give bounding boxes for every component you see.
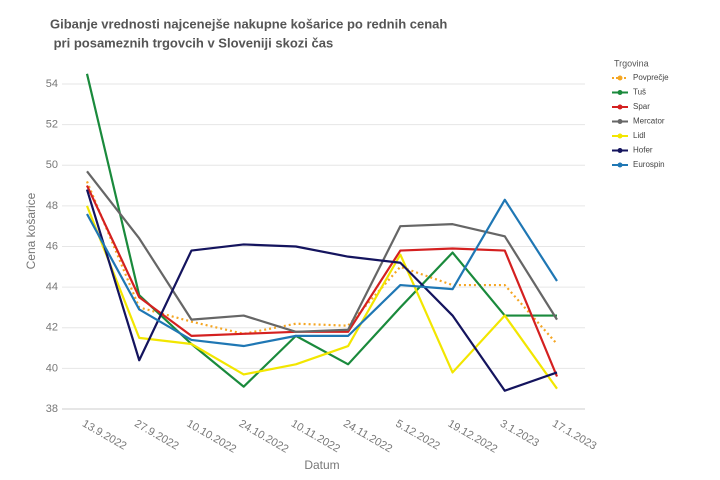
y-tick-label: 38 (46, 403, 58, 415)
x-tick-label: 24.10.2022 (237, 418, 291, 456)
legend-marker (617, 90, 623, 95)
x-tick-label: 17.1.2023 (550, 418, 598, 453)
x-tick-label: 3.1.2023 (498, 418, 541, 450)
y-axis-label: Cena košarice (24, 192, 38, 269)
series-line (86, 198, 558, 348)
legend-label: Spar (633, 102, 650, 111)
x-tick-label: 24.11.2022 (341, 418, 394, 456)
legend-marker (617, 148, 623, 153)
chart-title: pri posameznih trgovcih v Sloveniji skoz… (50, 35, 333, 50)
series-line (85, 73, 557, 388)
y-tick-label: 52 (46, 119, 58, 131)
x-tick-label: 27.9.2022 (132, 418, 180, 453)
x-tick-label: 5.12.2022 (393, 418, 441, 453)
series-line (86, 170, 558, 333)
legend-label: Mercator (633, 117, 665, 126)
legend-marker (617, 104, 623, 110)
legend-marker (617, 75, 623, 81)
x-tick-label: 10.11.2022 (289, 418, 342, 456)
legend-marker (617, 162, 623, 168)
legend-label: Eurospin (633, 160, 665, 169)
y-tick-label: 44 (46, 281, 58, 293)
legend-title: Trgovina (614, 58, 649, 68)
legend-label: Povprečje (633, 73, 669, 82)
series-line (85, 189, 558, 392)
series-line (85, 205, 558, 390)
chart-title: Gibanje vrednosti najcenejše nakupne koš… (50, 16, 447, 31)
x-tick-label: 10.10.2022 (184, 418, 238, 456)
legend-label: Hofer (633, 146, 653, 155)
legend-label: Tuš (633, 88, 646, 97)
x-tick-label: 13.9.2022 (80, 418, 128, 453)
legend-label: Lidl (633, 131, 646, 140)
x-axis-label: Datum (304, 458, 339, 472)
series-line (86, 185, 559, 377)
y-tick-label: 42 (46, 322, 58, 334)
y-tick-label: 46 (46, 240, 58, 252)
x-tick-label: 19.12.2022 (446, 418, 500, 456)
y-tick-label: 40 (46, 362, 58, 374)
legend-marker (617, 133, 623, 139)
legend-marker (617, 119, 623, 124)
y-tick-label: 50 (46, 159, 58, 171)
y-tick-label: 54 (46, 78, 58, 90)
y-tick-label: 48 (46, 200, 58, 212)
